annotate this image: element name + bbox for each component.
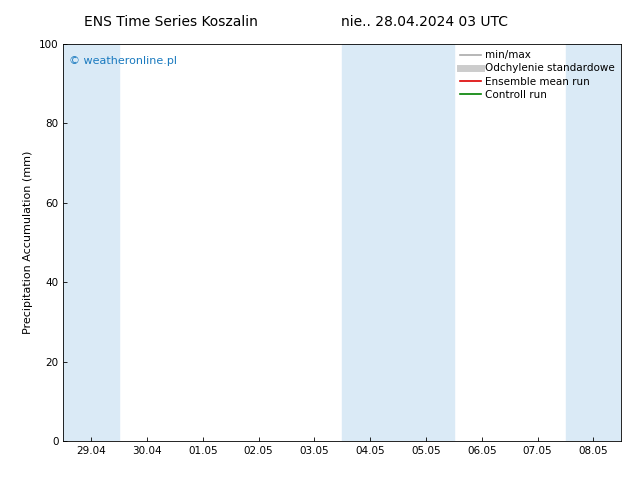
Y-axis label: Precipitation Accumulation (mm): Precipitation Accumulation (mm) (23, 151, 34, 334)
Bar (63, 44, 119, 441)
Legend: min/max, Odchylenie standardowe, Ensemble mean run, Controll run: min/max, Odchylenie standardowe, Ensembl… (456, 46, 619, 104)
Text: nie.. 28.04.2024 03 UTC: nie.. 28.04.2024 03 UTC (341, 15, 508, 29)
Bar (342, 44, 454, 441)
Text: ENS Time Series Koszalin: ENS Time Series Koszalin (84, 15, 258, 29)
Bar (566, 44, 621, 441)
Text: © weatheronline.pl: © weatheronline.pl (69, 56, 177, 66)
